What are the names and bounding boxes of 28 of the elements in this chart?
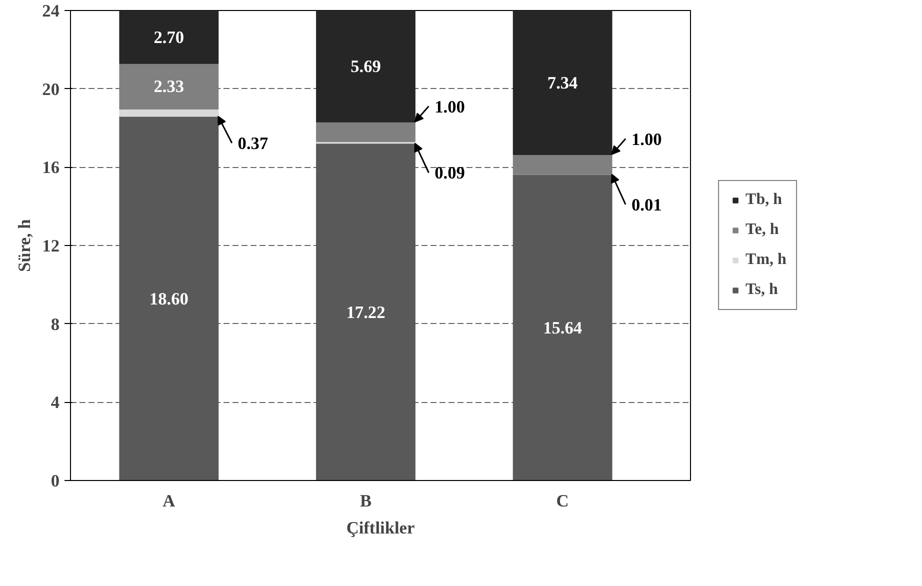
data-label: 2.33	[154, 77, 184, 96]
y-tick-label: 0	[50, 472, 60, 490]
y-tick-label: 20	[42, 80, 60, 99]
legend-label: Tb, h	[746, 191, 782, 209]
data-label: 17.22	[346, 302, 386, 322]
legend-label: Ts, h	[746, 281, 778, 299]
y-tick-label: 12	[42, 236, 60, 256]
x-tick-label: B	[360, 492, 372, 510]
y-tick-label: 4	[50, 393, 60, 412]
x-tick-label: A	[162, 492, 176, 510]
x-axis-title: Çiftlikler	[346, 518, 415, 538]
legend-label: Te, h	[746, 221, 779, 239]
data-label: 15.64	[543, 318, 582, 338]
data-label: 18.60	[149, 289, 188, 308]
y-tick-label: 8	[50, 314, 60, 334]
data-label: 7.34	[547, 74, 578, 93]
data-label: 1.00	[434, 97, 465, 116]
data-label: 0.01	[631, 195, 662, 214]
y-axis-title: Süre, h	[15, 218, 34, 272]
data-label: 1.00	[631, 130, 662, 149]
data-label: 0.37	[238, 134, 268, 153]
legend-label: Tm, h	[746, 251, 786, 269]
data-label: 2.70	[154, 28, 184, 47]
y-tick-label: 24	[42, 2, 60, 20]
x-tick-label: C	[556, 492, 569, 510]
data-label: 5.69	[350, 57, 382, 76]
y-tick-label: 16	[42, 158, 60, 178]
data-label: 0.09	[434, 164, 466, 183]
